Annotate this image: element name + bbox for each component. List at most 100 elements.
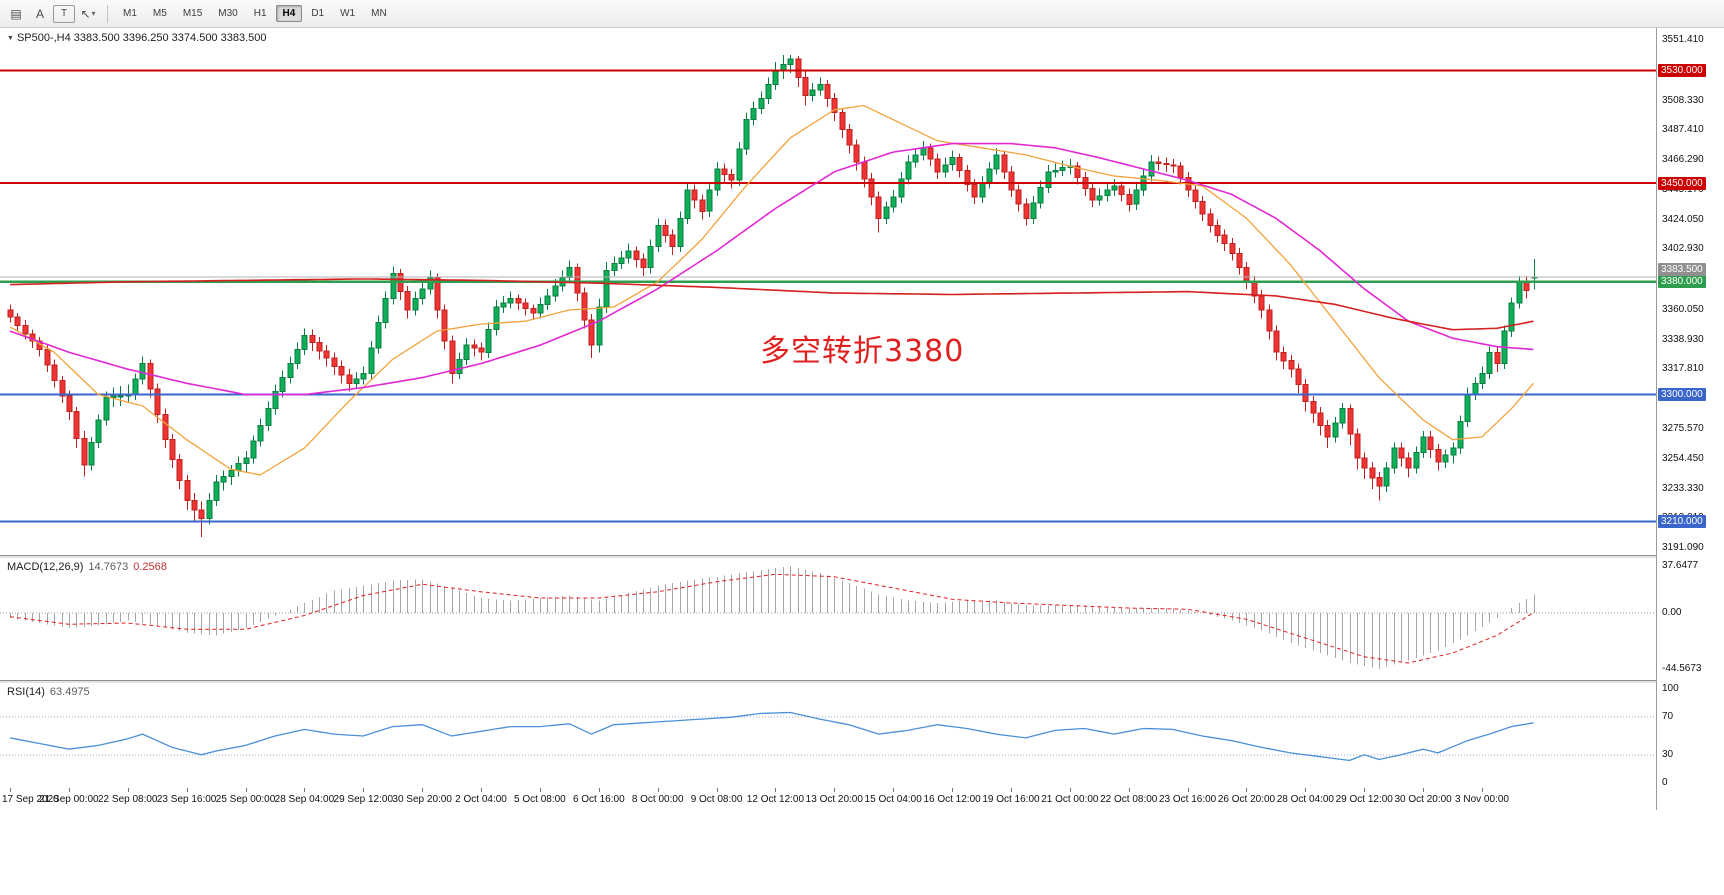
price-axis-tick: 3466.290 xyxy=(1662,154,1704,166)
time-axis-label: 22 Oct 08:00 xyxy=(1100,794,1158,805)
time-axis-label: 30 Sep 20:00 xyxy=(392,794,452,805)
rsi-pane[interactable]: RSI(14) 63.4975 xyxy=(0,683,1656,788)
macd-pane[interactable]: MACD(12,26,9) 14.7673 0.2568 xyxy=(0,558,1656,680)
time-axis-tick xyxy=(1364,788,1365,792)
timeframe-button-mn[interactable]: MN xyxy=(371,8,387,19)
level-price-label: 3380.000 xyxy=(1658,275,1706,289)
timeframe-button-m1[interactable]: M1 xyxy=(123,8,137,19)
time-axis-tick xyxy=(717,788,718,792)
time-axis-tick xyxy=(834,788,835,792)
time-axis-label: 16 Oct 12:00 xyxy=(923,794,981,805)
price-axis-tick: 37.6477 xyxy=(1662,559,1699,571)
chart-annotation-text[interactable]: 多空转折3380 xyxy=(760,334,965,369)
price-axis-tick: -44.5673 xyxy=(1662,662,1702,674)
timeframe-button-m30[interactable]: M30 xyxy=(218,8,238,19)
price-axis-tick: 3233.330 xyxy=(1662,482,1704,494)
time-axis-label: 17 Sep 2020 xyxy=(2,794,59,805)
time-axis-tick xyxy=(1188,788,1189,792)
time-axis-label: 9 Oct 08:00 xyxy=(690,794,743,805)
price-axis-tick: 3551.410 xyxy=(1662,34,1704,46)
price-axis-tick: 3424.050 xyxy=(1662,213,1704,225)
timeframe-button-d1[interactable]: D1 xyxy=(311,8,325,19)
price-axis-tick: 30 xyxy=(1662,748,1674,760)
time-axis-label: 26 Oct 20:00 xyxy=(1217,794,1276,805)
price-chart-pane[interactable]: ▼ SP500-,H4 3383.500 3396.250 3374.500 33… xyxy=(0,28,1656,555)
time-axis-tick xyxy=(481,788,482,792)
time-axis[interactable]: 17 Sep 2020 21 Sep 00:00 22 Sep 08:00 23 Se… xyxy=(0,788,1656,810)
macd-main-value: 14.7673 xyxy=(88,561,129,573)
timeframe-toolbar: M1 M5 M15 M30 H1 H4 D1 W1 MN xyxy=(115,5,395,22)
candlestick-canvas[interactable] xyxy=(0,28,1656,555)
price-axis-tick: 3275.570 xyxy=(1662,423,1704,434)
time-axis-tick xyxy=(69,788,70,792)
font-tool-icon[interactable]: A xyxy=(35,6,44,21)
time-axis-label: 3 Nov 00:00 xyxy=(1455,794,1509,805)
chart-region: ▼ SP500-,H4 3383.500 3396.250 3374.500 33… xyxy=(0,28,1724,895)
time-axis-label: 22 Sep 08:00 xyxy=(98,794,158,805)
time-axis-label: 30 Oct 20:00 xyxy=(1394,794,1452,805)
price-axis-tick: 3254.450 xyxy=(1662,452,1704,464)
rsi-canvas[interactable] xyxy=(0,683,1656,788)
time-axis-tick xyxy=(1011,788,1012,792)
ohlc-text: SP500-,H4 3383.500 3396.250 3374.500 338… xyxy=(16,32,267,44)
price-axis[interactable]: 3551.4103530.2903508.3303487.4103466.290… xyxy=(1657,28,1724,810)
time-axis-label: 13 Oct 20:00 xyxy=(805,794,863,805)
time-axis-tick xyxy=(304,788,305,792)
price-axis-tick: 70 xyxy=(1662,711,1674,723)
time-axis-tick xyxy=(1482,788,1483,792)
time-axis-label: 21 Oct 00:00 xyxy=(1041,794,1099,805)
macd-name: MACD(12,26,9) xyxy=(7,561,84,573)
timeframe-button-w1[interactable]: W1 xyxy=(340,8,356,19)
rsi-value: 63.4975 xyxy=(49,686,90,698)
time-axis-label: 29 Oct 12:00 xyxy=(1335,794,1393,805)
time-axis-tick xyxy=(658,788,659,792)
time-axis-label: 19 Oct 16:00 xyxy=(982,794,1040,805)
rsi-header: RSI(14) 63.4975 xyxy=(7,686,90,698)
timeframe-button-m15[interactable]: M15 xyxy=(182,8,203,19)
macd-canvas[interactable] xyxy=(0,558,1656,680)
time-axis-tick xyxy=(1129,788,1130,792)
time-axis-label: 28 Sep 04:00 xyxy=(274,794,335,805)
time-axis-tick xyxy=(1423,788,1424,792)
time-axis-label: 8 Oct 00:00 xyxy=(631,794,684,805)
cursor-tool-icon[interactable]: ↖ ▾ xyxy=(80,6,96,21)
macd-signal-value: 0.2568 xyxy=(133,561,167,573)
time-axis-tick xyxy=(952,788,953,792)
time-axis-label: 23 Oct 16:00 xyxy=(1158,794,1217,805)
price-axis-tick: 3317.810 xyxy=(1662,363,1704,375)
time-axis-label: 15 Oct 04:00 xyxy=(864,794,922,805)
chart-ohlc-header: ▼ SP500-,H4 3383.500 3396.250 3374.500 33… xyxy=(7,32,267,44)
timeframe-button-h4[interactable]: H4 xyxy=(275,5,303,22)
time-axis-tick xyxy=(1246,788,1247,792)
price-axis-tick: 100 xyxy=(1662,683,1679,694)
chart-type-icon[interactable]: ▤ xyxy=(10,6,22,21)
time-axis-label: 2 Oct 04:00 xyxy=(455,794,507,805)
time-axis-label: 29 Sep 12:00 xyxy=(333,794,394,805)
price-axis-tick: 3508.330 xyxy=(1662,94,1704,106)
timeframe-button-h1[interactable]: H1 xyxy=(253,8,267,19)
toolbar-separator xyxy=(107,4,108,23)
price-axis-tick: 3402.930 xyxy=(1662,243,1704,255)
price-axis-tick: 3338.930 xyxy=(1662,333,1704,345)
timeframe-button-m5[interactable]: M5 xyxy=(152,8,167,19)
time-axis-label: 5 Oct 08:00 xyxy=(514,794,566,805)
pane-splitter[interactable] xyxy=(0,555,1724,558)
time-axis-tick xyxy=(1070,788,1071,792)
time-axis-tick xyxy=(422,788,423,792)
top-toolbar: ▤ A T ↖ ▾ M1 M5 M15 M30 H1 H4 D1 W1 MN xyxy=(0,0,1724,28)
price-axis-tick: 0 xyxy=(1662,777,1668,788)
time-axis-label: 25 Sep 00:00 xyxy=(215,794,276,805)
pane-splitter[interactable] xyxy=(0,680,1724,683)
time-axis-tick xyxy=(599,788,600,792)
time-axis-label: 21 Sep 00:00 xyxy=(39,794,99,805)
time-axis-label: 28 Oct 04:00 xyxy=(1276,794,1334,805)
time-axis-label: 12 Oct 12:00 xyxy=(746,794,805,805)
drawing-tools-group: ▤ A T ↖ ▾ xyxy=(4,3,100,25)
dropdown-caret-icon: ▾ xyxy=(91,9,96,18)
macd-header: MACD(12,26,9) 14.7673 0.2568 xyxy=(7,561,167,573)
text-label-tool-icon[interactable]: T xyxy=(53,4,75,23)
time-axis-tick xyxy=(1305,788,1306,792)
time-axis-tick xyxy=(540,788,541,792)
time-axis-tick xyxy=(128,788,129,792)
